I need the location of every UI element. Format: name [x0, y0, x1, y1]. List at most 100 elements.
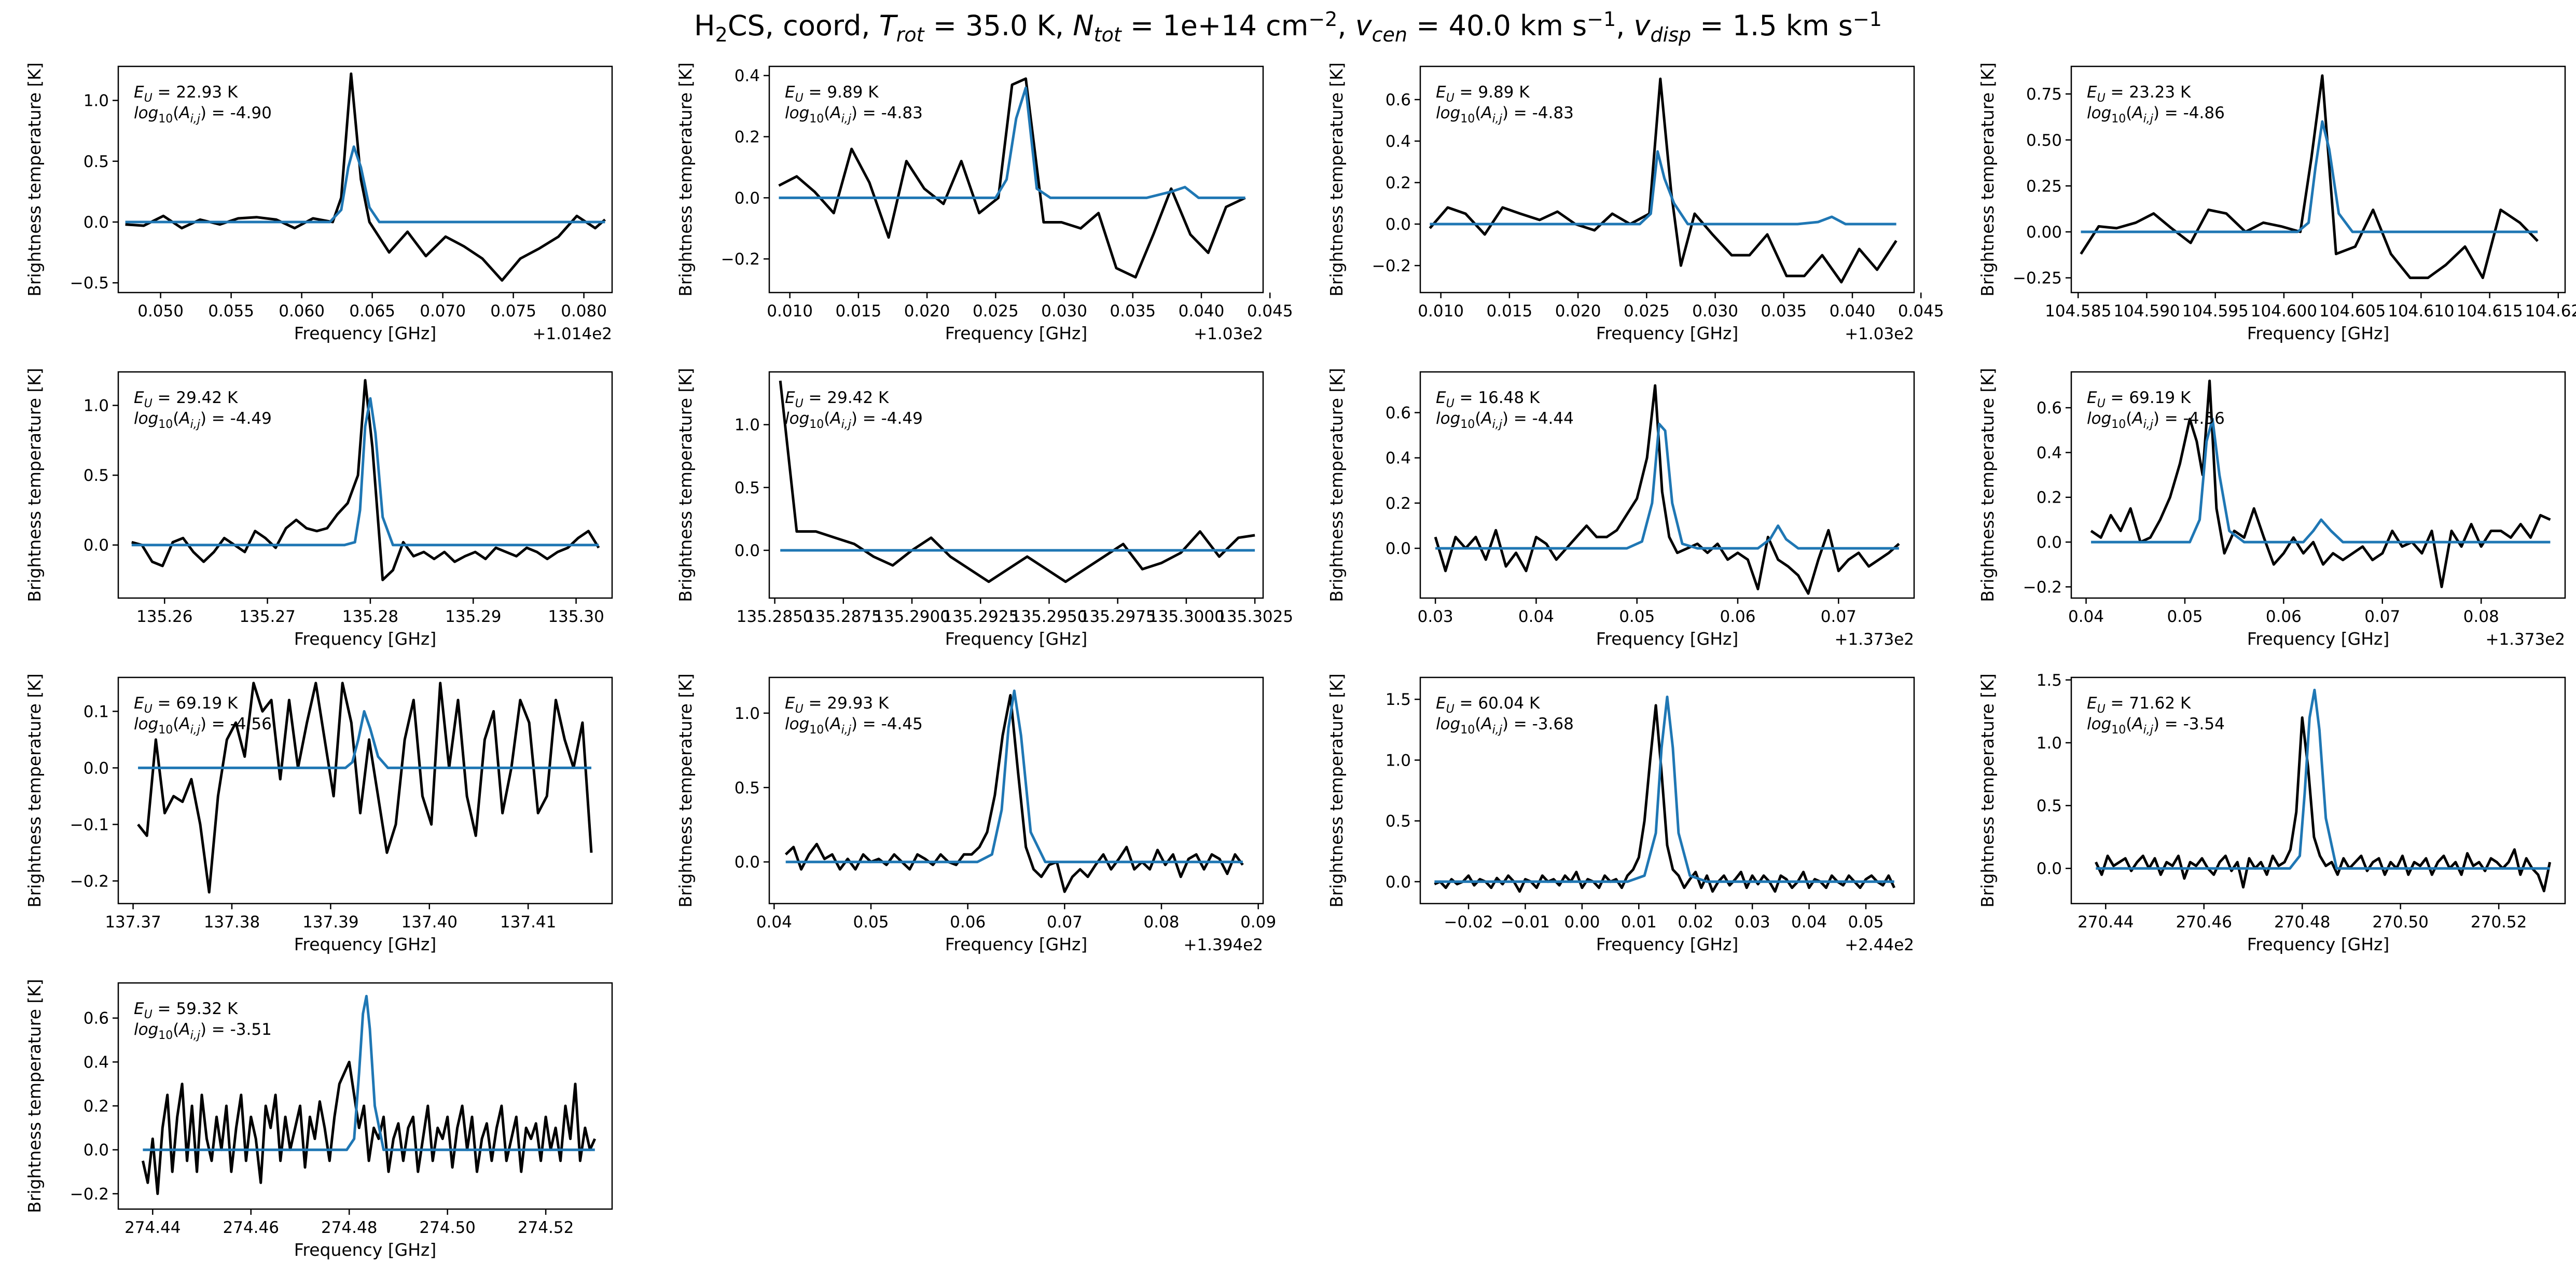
- x-tick-label: 135.2925: [942, 607, 1019, 626]
- x-axis-label: Frequency [GHz]: [2247, 629, 2389, 649]
- model-spectrum-line-5: [131, 397, 599, 547]
- y-tick-label: 1.5: [1386, 690, 1411, 709]
- einstein-a-annotation: log10(Ai,j) = -4.44: [1436, 409, 1574, 431]
- x-tick-label: 104.605: [2319, 302, 2386, 321]
- y-tick-label: 0.5: [735, 779, 760, 797]
- x-tick-label: 0.045: [1898, 302, 1944, 321]
- observed-spectrum-line-13: [141, 1060, 597, 1195]
- upper-energy-annotation: EU = 29.93 K: [785, 694, 889, 716]
- spectrum-panel-12: 270.44 270.46 270.48 270.50 270.52 0.0 0.5 1.0 1…: [1977, 671, 2566, 954]
- einstein-a-annotation: log10(Ai,j) = -4.86: [2087, 104, 2225, 126]
- x-tick-label: 0.06: [1720, 607, 1755, 626]
- y-tick-label: 0.4: [84, 1053, 109, 1072]
- y-axis-label: Brightness temperature [K]: [675, 368, 696, 602]
- upper-energy-annotation: EU = 69.19 K: [134, 694, 238, 716]
- x-tick-label: 104.590: [2113, 302, 2180, 321]
- y-tick-label: 0.0: [735, 189, 760, 207]
- x-tick-label: 137.41: [500, 913, 556, 932]
- title-part: H: [694, 9, 715, 42]
- upper-energy-annotation: EU = 59.32 K: [134, 1000, 238, 1021]
- x-tick-label: −0.02: [1444, 913, 1493, 932]
- model-spectrum-line-3: [1430, 150, 1896, 226]
- x-tick-label: 0.035: [1110, 302, 1156, 321]
- observed-spectrum-line-12: [2095, 716, 2552, 893]
- y-tick-label: −0.2: [721, 250, 760, 269]
- model-spectrum-line-11: [1434, 696, 1894, 883]
- x-offset-label: +1.03e2: [1194, 325, 1263, 343]
- y-tick-label: 1.0: [2037, 734, 2062, 753]
- observed-spectrum-line-9: [137, 682, 593, 894]
- y-tick-label: −0.2: [70, 1185, 109, 1203]
- x-tick-label: 104.620: [2525, 302, 2576, 321]
- x-tick-label: 104.600: [2251, 302, 2317, 321]
- title-part: −2: [1308, 8, 1337, 31]
- y-tick-label: 0.4: [1386, 132, 1411, 151]
- y-tick-label: 0.2: [735, 128, 760, 147]
- x-tick-label: 104.615: [2456, 302, 2523, 321]
- x-tick-label: 104.610: [2388, 302, 2454, 321]
- observed-spectrum-line-4: [2080, 74, 2539, 280]
- x-tick-label: 0.04: [2068, 607, 2104, 626]
- y-tick-label: 1.0: [1386, 751, 1411, 770]
- title-part: CS, coord,: [728, 9, 879, 42]
- axes-frame: [1419, 371, 1915, 599]
- x-axis-label: Frequency [GHz]: [1596, 934, 1738, 954]
- y-tick-label: 0.0: [2037, 859, 2062, 878]
- figure-title: H2CS, coord, Trot = 35.0 K, Ntot = 1e+14…: [694, 8, 1882, 46]
- x-tick-label: 0.05: [853, 913, 889, 932]
- axes-frame: [1419, 65, 1915, 294]
- observed-spectrum-line-8: [2090, 379, 2551, 588]
- y-tick-label: 1.5: [2037, 671, 2062, 690]
- x-tick-label: 0.010: [767, 302, 813, 321]
- y-tick-label: 0.0: [2037, 533, 2062, 552]
- y-tick-label: 0.0: [735, 853, 760, 872]
- y-tick-label: −0.2: [2023, 578, 2062, 597]
- y-axis-label: Brightness temperature [K]: [24, 62, 45, 297]
- x-tick-label: 0.050: [137, 302, 184, 321]
- y-tick-label: 1.0: [84, 92, 109, 110]
- upper-energy-annotation: EU = 29.42 K: [785, 389, 889, 410]
- x-tick-label: 0.04: [1791, 913, 1827, 932]
- x-tick-label: 137.37: [105, 913, 161, 932]
- x-axis-label: Frequency [GHz]: [294, 1240, 436, 1260]
- x-tick-label: 0.08: [2463, 607, 2499, 626]
- x-tick-label: 0.025: [973, 302, 1019, 321]
- x-axis-label: Frequency [GHz]: [294, 323, 436, 343]
- observed-spectrum-line-3: [1429, 77, 1898, 284]
- x-tick-label: 0.075: [490, 302, 536, 321]
- einstein-a-annotation: log10(Ai,j) = -4.45: [785, 715, 923, 737]
- x-tick-label: 274.52: [518, 1218, 574, 1237]
- upper-energy-annotation: EU = 9.89 K: [1436, 83, 1530, 105]
- einstein-a-annotation: log10(Ai,j) = -4.83: [785, 104, 923, 126]
- x-tick-label: 0.030: [1692, 302, 1738, 321]
- x-offset-label: +2.44e2: [1845, 936, 1914, 954]
- x-tick-label: 0.04: [756, 913, 792, 932]
- model-spectrum-line-13: [143, 994, 595, 1152]
- spectrum-panel-1: 0.050 0.055 0.060 0.065 0.070 0.075 0.080 −0.5 0…: [24, 62, 613, 343]
- x-tick-label: 0.05: [1848, 913, 1883, 932]
- title-part: = 40.0 km s: [1407, 9, 1587, 42]
- title-part: = 1e+14 cm: [1121, 9, 1309, 42]
- x-tick-label: 135.3025: [1216, 607, 1293, 626]
- einstein-a-annotation: log10(Ai,j) = -4.49: [134, 409, 272, 431]
- x-tick-label: 0.09: [1240, 913, 1276, 932]
- y-axis-label: Brightness temperature [K]: [1977, 62, 1998, 297]
- x-tick-label: 135.30: [548, 607, 604, 626]
- y-tick-label: 0.4: [2037, 443, 2062, 462]
- x-offset-label: +1.394e2: [1183, 936, 1263, 954]
- y-tick-label: 1.0: [84, 397, 109, 415]
- x-offset-label: +1.014e2: [532, 325, 612, 343]
- x-tick-label: 0.015: [1487, 302, 1533, 321]
- spectrum-panel-9: 137.37 137.38 137.39 137.40 137.41 −0.2 −0.1 0.…: [24, 673, 613, 954]
- model-spectrum-line-9: [138, 710, 591, 769]
- x-tick-label: 0.05: [2167, 607, 2203, 626]
- x-tick-label: 0.015: [836, 302, 882, 321]
- axes-frame: [768, 371, 1264, 599]
- x-offset-label: +1.373e2: [2485, 630, 2565, 649]
- model-spectrum-line-7: [1435, 422, 1899, 550]
- observed-spectrum-line-1: [125, 72, 606, 282]
- title-part: ,: [1616, 9, 1633, 42]
- einstein-a-annotation: log10(Ai,j) = -4.49: [785, 409, 923, 431]
- einstein-a-annotation: log10(Ai,j) = -4.90: [134, 104, 272, 126]
- einstein-a-annotation: log10(Ai,j) = -4.83: [1436, 104, 1574, 126]
